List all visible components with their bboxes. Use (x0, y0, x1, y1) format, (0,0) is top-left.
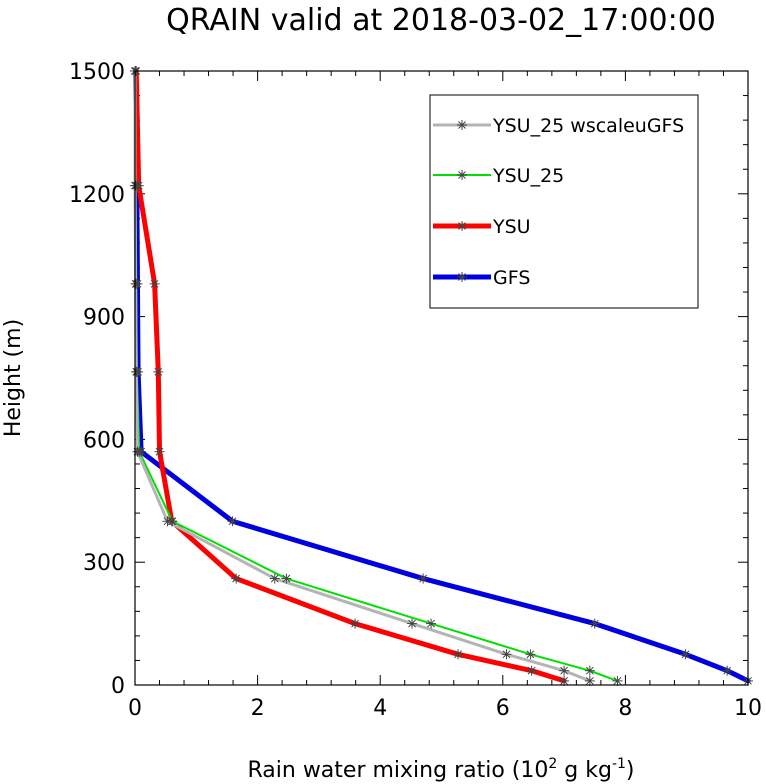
data-point (131, 366, 142, 377)
data-point (501, 649, 512, 660)
data-point (281, 573, 292, 584)
x-axis-label: Rain water mixing ratio (102 g kg-1) (247, 756, 634, 783)
legend: YSU_25 wscaleuGFS YSU_25 YSU GFS (429, 94, 699, 309)
x-tick-label: 8 (618, 696, 632, 721)
data-point (153, 366, 164, 377)
data-point (269, 573, 280, 584)
data-point (227, 516, 238, 527)
data-point (525, 649, 536, 660)
x-tick-label: 4 (373, 696, 387, 721)
x-tick-label: 2 (251, 696, 265, 721)
data-point (589, 618, 600, 629)
data-point (426, 618, 437, 629)
legend-marker (457, 272, 467, 282)
x-tick-label: 0 (128, 696, 142, 721)
data-point (526, 665, 537, 676)
data-point (584, 665, 595, 676)
y-tick-label: 0 (111, 674, 125, 699)
y-axis-label-group: Height (m) (1, 319, 26, 437)
data-point (132, 446, 143, 457)
legend-label: YSU_25 (492, 165, 564, 187)
data-point (407, 618, 418, 629)
data-point (162, 516, 173, 527)
legend-marker (457, 221, 467, 231)
data-point (680, 649, 691, 660)
data-point (130, 278, 141, 289)
data-point (612, 675, 623, 686)
y-tick-label: 900 (83, 306, 125, 331)
y-tick-label: 300 (83, 551, 125, 576)
legend-box (429, 94, 699, 309)
plot-frame (134, 70, 749, 686)
y-axis-label: Height (m) (1, 319, 26, 437)
x-tick-label: 6 (496, 696, 510, 721)
legend-label: YSU_25 wscaleuGFS (492, 115, 684, 137)
data-point (231, 573, 242, 584)
data-point (559, 675, 570, 686)
legend-label: YSU (492, 216, 531, 238)
data-point (350, 618, 361, 629)
y-tick-label: 1200 (69, 183, 125, 208)
data-point (722, 665, 733, 676)
axes: 0 2 4 6 8 10 0 300 600 900 1200 1500 (69, 60, 762, 721)
legend-marker (457, 120, 467, 130)
y-tick-label: 1500 (69, 60, 125, 85)
data-point (149, 278, 160, 289)
y-tick-label: 600 (83, 428, 125, 453)
data-point (559, 665, 570, 676)
data-point (154, 446, 165, 457)
data-point (418, 573, 429, 584)
data-point (584, 675, 595, 686)
legend-label: GFS (493, 267, 530, 289)
legend-marker (457, 170, 467, 180)
x-tick-label: 10 (734, 696, 762, 721)
data-point (453, 649, 464, 660)
chart-title: QRAIN valid at 2018-03-02_17:00:00 (166, 3, 716, 38)
